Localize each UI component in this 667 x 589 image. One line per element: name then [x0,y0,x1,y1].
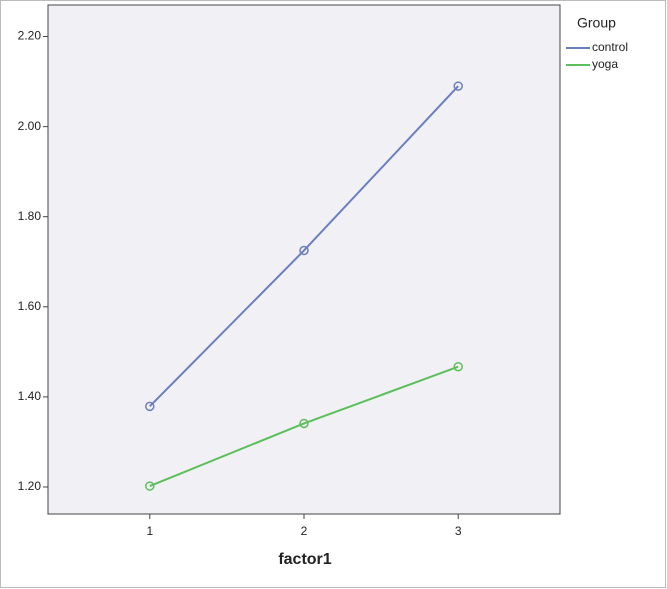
legend-title: Group [577,15,616,31]
legend-label: yoga [592,57,618,71]
x-tick-label: 3 [455,524,462,538]
series-line [149,365,459,487]
x-tick-label: 2 [301,524,308,538]
y-tick-label: 1.40 [18,389,42,403]
point-marker [453,81,463,91]
x-tick-label: 1 [146,524,153,538]
point-marker [299,418,309,429]
plot-area [47,4,561,515]
series-line [149,85,459,408]
x-axis-label: factor1 [278,551,331,568]
y-tick-label: 1.60 [18,299,42,313]
legend-label: control [592,40,628,54]
y-tick-label: 1.20 [18,479,42,493]
y-tick-label: 2.00 [18,119,42,133]
point-marker [299,245,309,256]
point-marker [145,401,155,412]
point-marker [145,481,155,491]
y-tick-label: 1.80 [18,209,42,223]
y-tick-label: 2.20 [18,29,42,43]
point-marker [453,361,463,372]
